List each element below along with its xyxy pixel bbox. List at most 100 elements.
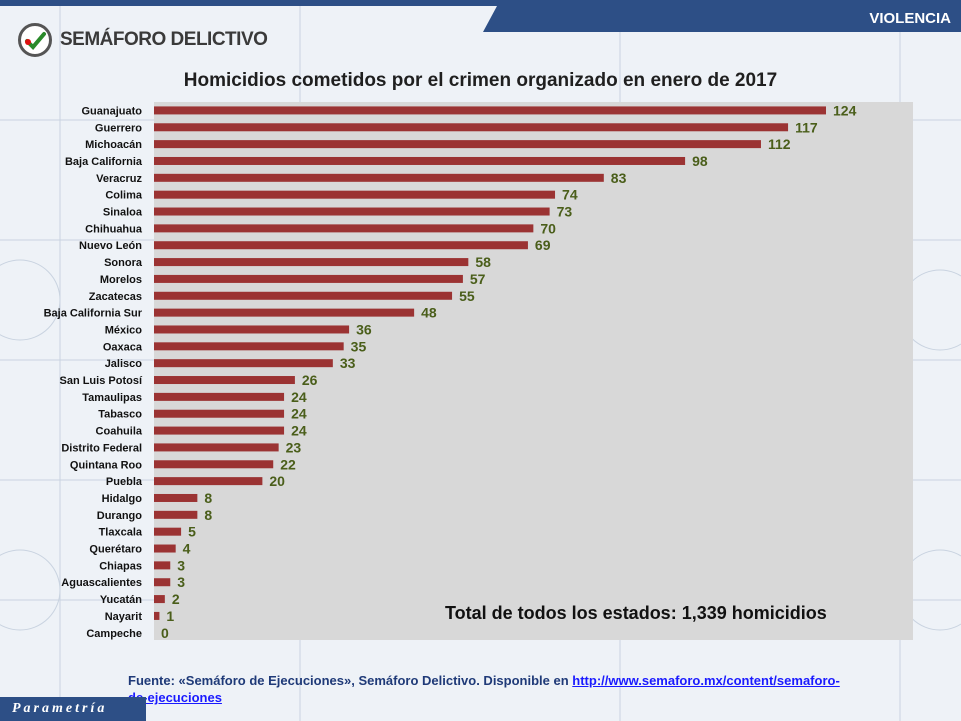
data-label: 1: [166, 608, 174, 624]
data-label: 124: [833, 102, 857, 118]
bar: [154, 173, 604, 182]
data-label: 74: [562, 187, 578, 203]
category-label: Nayarit: [105, 611, 143, 623]
category-label: Sonora: [104, 257, 143, 269]
bar: [154, 156, 686, 165]
bar: [154, 460, 274, 469]
bar: [154, 342, 344, 351]
data-label: 48: [421, 305, 437, 321]
data-label: 26: [302, 372, 318, 388]
category-label: Morelos: [100, 274, 142, 286]
bar: [154, 123, 789, 132]
data-label: 20: [269, 473, 285, 489]
bar: [154, 595, 165, 604]
category-label: Puebla: [106, 476, 143, 488]
category-label: Tamaulipas: [82, 392, 142, 404]
bar: [154, 443, 279, 452]
data-label: 57: [470, 271, 486, 287]
top-band: [0, 0, 961, 6]
bar: [154, 359, 333, 368]
bar: [154, 527, 182, 536]
bar: [154, 291, 453, 300]
data-label: 24: [291, 423, 307, 439]
data-label: 3: [177, 557, 185, 573]
bar: [154, 224, 534, 233]
data-label: 24: [291, 389, 307, 405]
data-label: 23: [286, 439, 302, 455]
parametria-brand: Parametría: [12, 701, 108, 716]
category-label: Veracruz: [96, 173, 142, 185]
bar: [154, 544, 176, 553]
category-label: Nuevo León: [79, 240, 142, 252]
section-tag: VIOLENCIA: [483, 6, 961, 32]
bar: [154, 258, 469, 267]
bar: [154, 392, 285, 401]
bar: [154, 510, 198, 519]
bar: [154, 106, 826, 115]
category-label: Campeche: [86, 628, 142, 640]
category-label: Distrito Federal: [61, 442, 142, 454]
data-label: 117: [795, 119, 818, 135]
category-label: San Luis Potosí: [59, 375, 142, 387]
bar: [154, 325, 350, 334]
data-label: 3: [177, 574, 185, 590]
category-label: Quintana Roo: [70, 459, 142, 471]
category-label: Baja California: [65, 156, 143, 168]
data-label: 83: [611, 170, 627, 186]
chart-title: Homicidios cometidos por el crimen organ…: [183, 70, 778, 91]
bar: [154, 409, 285, 418]
bar: [154, 477, 263, 486]
category-label: Aguascalientes: [61, 577, 142, 589]
data-label: 55: [459, 288, 475, 304]
data-label: 2: [172, 591, 180, 607]
source-note: Fuente: «Semáforo de Ejecuciones», Semáf…: [128, 672, 858, 706]
category-label: Guerrero: [95, 122, 142, 134]
data-label: 69: [535, 237, 551, 253]
category-label: Coahuila: [96, 426, 143, 438]
category-label: Sinaloa: [103, 207, 143, 219]
data-label: 73: [557, 204, 573, 220]
data-label: 4: [183, 541, 191, 557]
category-label: Colima: [105, 190, 143, 202]
semaforo-logo: SEMÁFORO DELICTIVO: [18, 22, 268, 58]
category-label: México: [105, 324, 143, 336]
bar: [154, 426, 285, 435]
data-label: 58: [475, 254, 491, 270]
category-label: Guanajuato: [81, 105, 142, 117]
data-label: 35: [351, 338, 367, 354]
category-label: Hidalgo: [102, 493, 143, 505]
data-label: 8: [204, 507, 212, 523]
bar: [154, 207, 550, 216]
data-label: 0: [161, 625, 169, 641]
category-label: Querétaro: [89, 544, 142, 556]
category-label: Jalisco: [105, 358, 143, 370]
data-label: 5: [188, 524, 196, 540]
bar: [154, 241, 528, 250]
bar: [154, 376, 295, 385]
category-label: Oaxaca: [103, 341, 143, 353]
category-label: Yucatán: [100, 594, 142, 606]
bar: [154, 140, 761, 149]
category-label: Durango: [97, 510, 143, 522]
category-label: Zacatecas: [89, 291, 142, 303]
source-link[interactable]: http://www.semaforo.mx/content/semaforo-…: [128, 673, 840, 705]
data-label: 36: [356, 321, 372, 337]
category-label: Tabasco: [98, 409, 142, 421]
category-label: Michoacán: [85, 139, 142, 151]
bar: [154, 274, 463, 283]
category-label: Baja California Sur: [44, 308, 143, 320]
traffic-light-check-icon: [18, 23, 52, 57]
bar: [154, 611, 160, 620]
bar: [154, 308, 415, 317]
bar: [154, 578, 171, 587]
data-label: 112: [768, 136, 791, 152]
data-label: 8: [204, 490, 212, 506]
bar: [154, 561, 171, 570]
data-label: 70: [540, 220, 556, 236]
data-label: 33: [340, 355, 356, 371]
source-prefix: Fuente: «Semáforo de Ejecuciones», Semáf…: [128, 673, 573, 688]
brand-name: SEMÁFORO DELICTIVO: [60, 29, 268, 50]
data-label: 98: [692, 153, 708, 169]
data-label: 24: [291, 406, 307, 422]
